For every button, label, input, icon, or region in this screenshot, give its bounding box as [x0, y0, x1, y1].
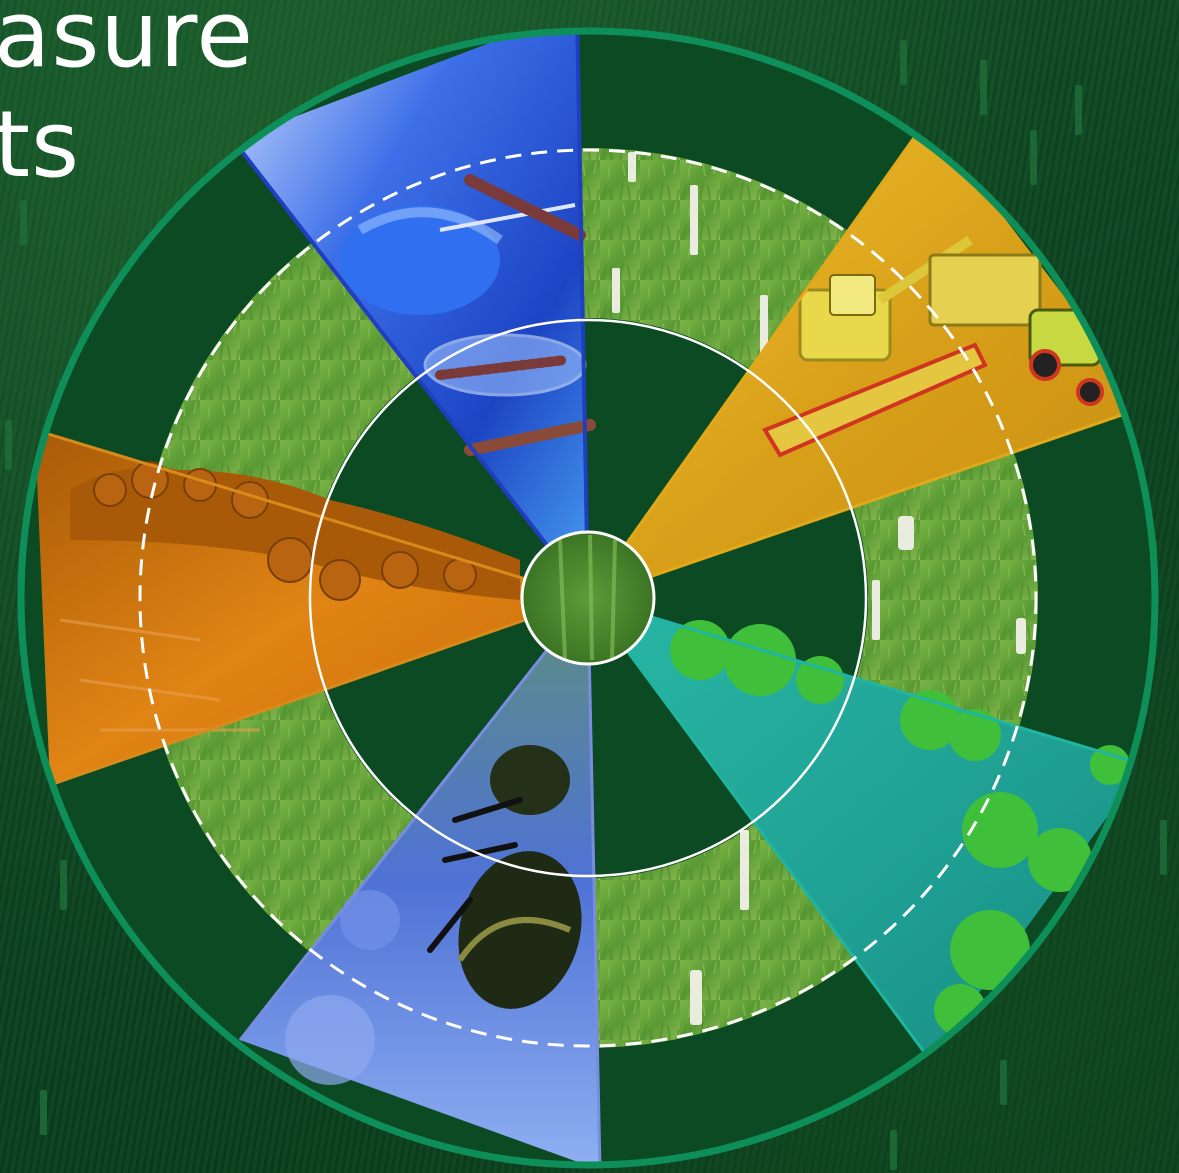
forest-icon: [59, 461, 520, 732]
headline-text: asure ts: [0, 0, 254, 200]
bee-icon: [285, 745, 582, 1085]
headline-line-2: ts: [0, 91, 81, 198]
inner-ring: [308, 318, 868, 878]
center-hub: [520, 530, 656, 666]
combine-harvester-icon: [762, 235, 1104, 458]
dashed-ring: [138, 148, 1038, 1048]
mangrove-trees-icon: [670, 620, 1130, 1036]
headline-line-1: asure: [0, 0, 255, 88]
grass-ring-tree-guards: [612, 152, 1026, 1025]
outer-ring: [17, 27, 1159, 1169]
